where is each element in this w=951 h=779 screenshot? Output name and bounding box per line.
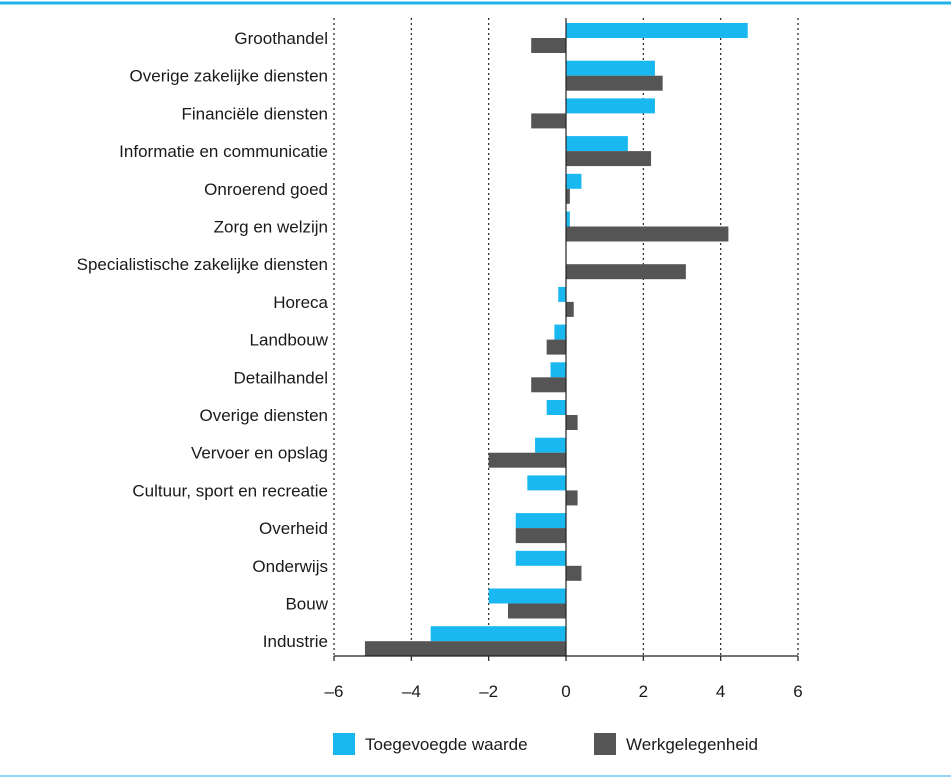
legend: Toegevoegde waarde Werkgelegenheid xyxy=(333,733,758,755)
bar-toegevoegde-waarde xyxy=(527,475,566,491)
category-label: Financiële diensten xyxy=(182,104,328,123)
category-label: Overige zakelijke diensten xyxy=(130,67,328,86)
bar-werkgelegenheid xyxy=(566,226,729,242)
x-tick-label: –2 xyxy=(479,682,498,701)
category-label: Bouw xyxy=(285,595,328,614)
category-label: Specialistische zakelijke diensten xyxy=(77,255,328,274)
legend-label-werkgelegenheid: Werkgelegenheid xyxy=(626,735,758,754)
bar-toegevoegde-waarde xyxy=(550,362,566,378)
category-label: Overheid xyxy=(259,519,328,538)
bar-werkgelegenheid xyxy=(531,377,566,393)
category-label: Horeca xyxy=(273,293,328,312)
bar-werkgelegenheid xyxy=(566,301,574,317)
bar-toegevoegde-waarde xyxy=(430,626,566,642)
bar-werkgelegenheid xyxy=(566,565,582,581)
bar-werkgelegenheid xyxy=(566,75,663,91)
category-label: Onderwijs xyxy=(252,557,328,576)
legend-label-toegevoegde-waarde: Toegevoegde waarde xyxy=(365,735,528,754)
gridlines xyxy=(333,18,799,656)
bar-werkgelegenheid xyxy=(546,339,566,355)
category-label: Informatie en communicatie xyxy=(119,142,328,161)
bar-werkgelegenheid xyxy=(566,415,578,430)
bar-toegevoegde-waarde xyxy=(566,98,655,114)
category-label: Cultuur, sport en recreatie xyxy=(132,481,328,500)
category-label: Landbouw xyxy=(250,331,329,350)
x-tick-labels: –6 –4 –2 0 2 4 6 xyxy=(325,682,803,701)
bar-toegevoegde-waarde xyxy=(566,60,655,76)
bar-werkgelegenheid xyxy=(531,113,566,129)
x-tick-label: 0 xyxy=(561,682,570,701)
bar-toegevoegde-waarde xyxy=(535,437,566,453)
x-tick-label: 6 xyxy=(793,682,802,701)
bar-werkgelegenheid xyxy=(488,452,566,468)
bar-toegevoegde-waarde xyxy=(566,23,748,38)
category-label: Onroerend goed xyxy=(204,180,328,199)
axes xyxy=(333,18,799,661)
bar-werkgelegenheid xyxy=(508,603,566,619)
bar-werkgelegenheid xyxy=(566,151,652,167)
bar-toegevoegde-waarde xyxy=(546,400,566,415)
bar-werkgelegenheid xyxy=(566,264,686,280)
bar-werkgelegenheid xyxy=(364,641,566,657)
bar-toegevoegde-waarde xyxy=(566,211,570,227)
bar-werkgelegenheid xyxy=(515,528,566,544)
category-label: Overige diensten xyxy=(199,406,328,425)
x-tick-label: 4 xyxy=(716,682,725,701)
x-tick-label: 2 xyxy=(639,682,648,701)
bar-werkgelegenheid xyxy=(531,38,566,53)
bar-toegevoegde-waarde xyxy=(488,588,566,604)
bar-werkgelegenheid xyxy=(566,188,570,204)
category-label: Vervoer en opslag xyxy=(191,444,328,463)
bar-toegevoegde-waarde xyxy=(566,136,628,152)
category-labels: Groothandel Overige zakelijke diensten Fin… xyxy=(77,29,329,651)
category-label: Zorg en welzijn xyxy=(214,218,328,237)
category-label: Groothandel xyxy=(234,29,328,48)
bars xyxy=(364,23,748,657)
x-tick-label: –6 xyxy=(325,682,344,701)
bar-werkgelegenheid xyxy=(566,490,578,506)
bar-toegevoegde-waarde xyxy=(515,550,566,566)
bar-toegevoegde-waarde xyxy=(558,286,566,302)
bar-toegevoegde-waarde xyxy=(566,173,582,189)
bar-toegevoegde-waarde xyxy=(515,513,566,529)
x-tick-label: –4 xyxy=(402,682,421,701)
legend-swatch-werkgelegenheid xyxy=(594,733,616,755)
bar-toegevoegde-waarde xyxy=(554,324,566,340)
legend-swatch-toegevoegde-waarde xyxy=(333,733,355,755)
category-label: Industrie xyxy=(263,632,328,651)
category-label: Detailhandel xyxy=(233,368,328,387)
